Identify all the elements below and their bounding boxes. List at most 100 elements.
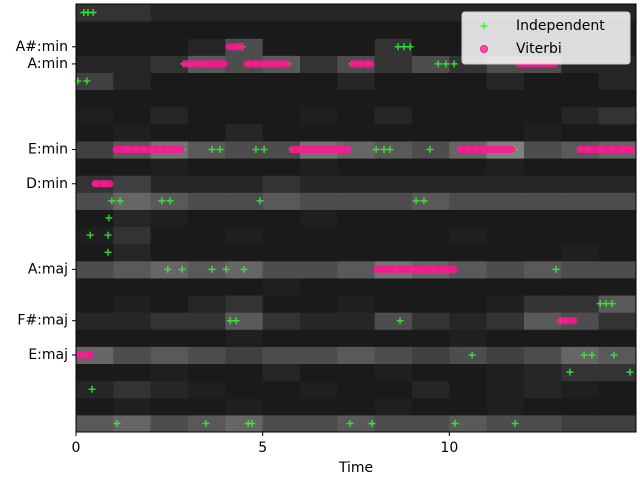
heatmap-cell xyxy=(524,72,562,91)
independent-point xyxy=(232,317,240,325)
x-tick-label: 0 xyxy=(72,440,81,456)
heatmap-cell xyxy=(300,89,338,108)
heatmap-cell xyxy=(337,175,376,193)
heatmap-cell xyxy=(300,72,338,91)
heatmap-cell xyxy=(188,38,226,56)
heatmap-cell xyxy=(486,209,525,228)
heatmap-cell xyxy=(76,363,114,382)
heatmap-cell xyxy=(76,397,114,416)
heatmap-cell xyxy=(412,123,450,142)
heatmap-cell xyxy=(412,209,450,228)
independent-point xyxy=(588,351,596,359)
independent-point xyxy=(396,317,404,325)
heatmap-cell xyxy=(561,260,600,279)
heatmap-cell xyxy=(374,38,413,56)
heatmap-cell xyxy=(598,414,637,433)
heatmap-cell xyxy=(486,397,525,416)
heatmap-cell xyxy=(486,260,525,279)
heatmap-cell xyxy=(486,72,525,91)
heatmap-cell xyxy=(337,260,376,279)
heatmap-cell xyxy=(225,158,264,176)
heatmap-cell xyxy=(76,21,114,39)
heatmap-cell xyxy=(412,397,450,416)
heatmap-cell xyxy=(561,363,600,382)
heatmap-cell xyxy=(300,414,338,433)
heatmap-cell xyxy=(150,158,189,176)
heatmap-cell xyxy=(300,397,338,416)
heatmap-cell xyxy=(188,260,226,279)
heatmap-cell xyxy=(561,329,600,347)
heatmap-cell xyxy=(337,38,376,56)
heatmap-cell xyxy=(150,329,189,347)
heatmap-cell xyxy=(262,380,301,399)
heatmap-cell xyxy=(412,55,450,73)
independent-point xyxy=(86,231,94,239)
independent-point xyxy=(116,197,124,205)
heatmap-cell xyxy=(374,106,413,125)
heatmap-cell xyxy=(598,72,637,91)
heatmap-cell xyxy=(113,72,152,91)
independent-point xyxy=(380,146,388,154)
heatmap-cell xyxy=(598,329,637,347)
heatmap-cell xyxy=(188,106,226,125)
heatmap-cell xyxy=(300,192,338,210)
heatmap-cell xyxy=(449,192,488,210)
heatmap-cell xyxy=(337,158,376,176)
heatmap-cell xyxy=(300,346,338,365)
heatmap-cell xyxy=(524,346,562,365)
heatmap-cell xyxy=(561,397,600,416)
heatmap-cell xyxy=(262,106,301,125)
heatmap-cell xyxy=(113,55,152,73)
heatmap-cell xyxy=(262,38,301,56)
heatmap-cell xyxy=(76,312,114,330)
heatmap-cell xyxy=(486,295,525,313)
heatmap-cell xyxy=(262,226,301,245)
heatmap-cell xyxy=(300,158,338,176)
heatmap-cell xyxy=(561,106,600,125)
independent-point xyxy=(468,351,476,359)
heatmap-cell xyxy=(561,243,600,262)
heatmap-cell xyxy=(374,89,413,108)
independent-point xyxy=(511,419,519,427)
heatmap-cell xyxy=(225,123,264,142)
heatmap-cell xyxy=(449,175,488,193)
heatmap-cell xyxy=(598,397,637,416)
heatmap-cell xyxy=(188,295,226,313)
heatmap-cell xyxy=(150,175,189,193)
heatmap-cell xyxy=(262,21,301,39)
heatmap-cell xyxy=(225,192,264,210)
heatmap-cell xyxy=(300,380,338,399)
heatmap-cell xyxy=(113,158,152,176)
heatmap-cell xyxy=(486,226,525,245)
heatmap-cell xyxy=(262,158,301,176)
heatmap-cell xyxy=(486,277,525,296)
heatmap-cell xyxy=(262,346,301,365)
heatmap-cell xyxy=(374,4,413,22)
heatmap-cell xyxy=(262,295,301,313)
heatmap-cell xyxy=(449,243,488,262)
heatmap-cell xyxy=(262,329,301,347)
heatmap-cell xyxy=(412,175,450,193)
heatmap-cell xyxy=(262,414,301,433)
legend-marker xyxy=(480,22,488,30)
y-tick-label: A:maj xyxy=(28,261,68,277)
heatmap-cell xyxy=(337,363,376,382)
heatmap-cell xyxy=(225,175,264,193)
heatmap-cell xyxy=(225,106,264,125)
independent-point xyxy=(426,146,434,154)
heatmap-cell xyxy=(262,397,301,416)
heatmap-cell xyxy=(524,243,562,262)
heatmap-cell xyxy=(262,89,301,108)
heatmap-cell xyxy=(150,380,189,399)
heatmap-cell xyxy=(486,243,525,262)
heatmap-cell xyxy=(561,123,600,142)
heatmap-cell xyxy=(561,72,600,91)
independent-point xyxy=(248,419,256,427)
heatmap-cell xyxy=(524,158,562,176)
independent-point xyxy=(450,60,458,68)
heatmap-cell xyxy=(225,295,264,313)
heatmap-cell xyxy=(300,55,338,73)
heatmap-cell xyxy=(262,209,301,228)
independent-point xyxy=(222,265,230,273)
heatmap-cell xyxy=(188,226,226,245)
